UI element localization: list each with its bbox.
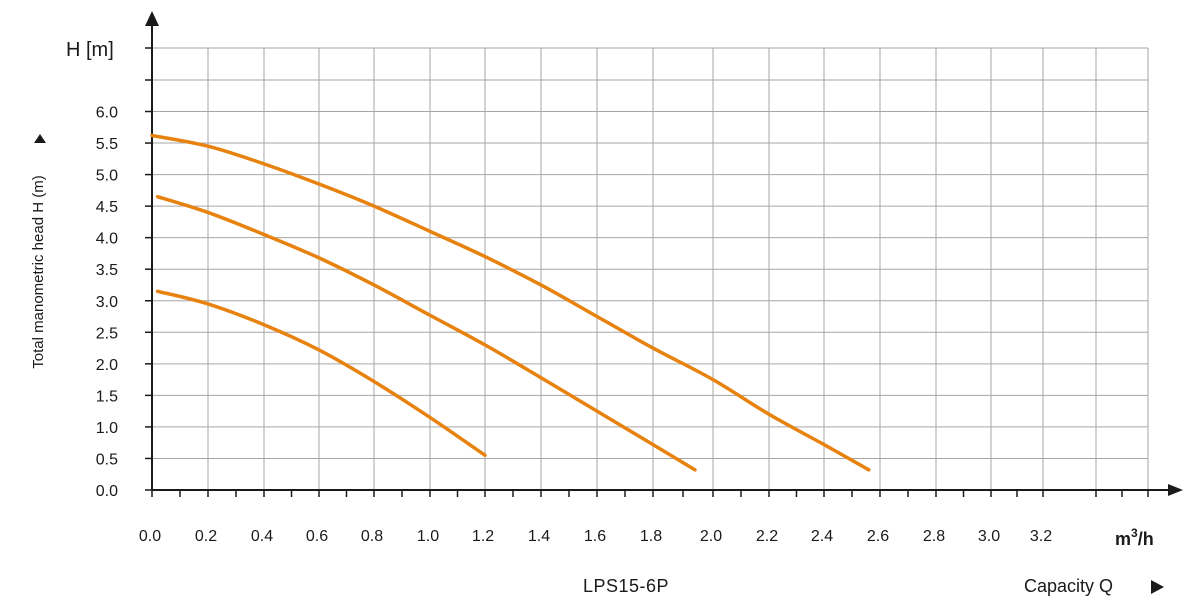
x-unit-base: m (1115, 529, 1131, 549)
axes (145, 11, 1183, 496)
x-tick-label-3: 0.6 (306, 528, 328, 545)
x-tick-label-8: 1.6 (584, 528, 606, 545)
x-tick-label-0: 0.0 (139, 528, 161, 545)
y-tick-label-10: 5.0 (96, 168, 118, 185)
x-unit-tail: /h (1138, 529, 1154, 549)
curve-1 (150, 133, 871, 472)
x-tick-label-7: 1.4 (528, 528, 550, 545)
y-ticks: 0.0 0.5 1.0 1.5 2.0 2.5 3.0 3.5 4.0 4.5 5.0 5.5 6.0 (96, 47, 152, 500)
curve-3 (155, 289, 487, 458)
x-tick-label-5: 1.0 (417, 528, 439, 545)
y-tick-label-2: 1.0 (96, 420, 118, 437)
capacity-label: Capacity Q (1024, 576, 1113, 596)
y-tick-label-1: 0.5 (96, 451, 118, 468)
x-unit-label: m3/h (1115, 526, 1154, 549)
x-unit-sup: 3 (1131, 526, 1138, 540)
y-tick-label-11: 5.5 (96, 136, 118, 153)
y-tick-label-8: 4.0 (96, 231, 118, 248)
model-label: LPS15-6P (583, 576, 669, 596)
y-tick-label-0: 0.0 (96, 483, 118, 500)
curves (150, 133, 871, 472)
x-axis-arrow-icon (1168, 484, 1183, 496)
y-tick-label-9: 4.5 (96, 199, 118, 216)
curve-2 (155, 194, 697, 472)
y-tick-label-7: 3.5 (96, 262, 118, 279)
y-axis-arrow-icon (145, 11, 159, 26)
x-tick-label-12: 2.4 (811, 528, 833, 545)
x-tick-label-6: 1.2 (472, 528, 494, 545)
x-tick-label-2: 0.4 (251, 528, 273, 545)
y-tick-label-3: 1.5 (96, 388, 118, 405)
y-tick-label-12: 6.0 (96, 105, 118, 122)
y-tick-label-6: 3.0 (96, 294, 118, 311)
y-axis-title: H [m] (66, 39, 114, 61)
x-tick-label-9: 1.8 (640, 528, 662, 545)
x-tick-label-16: 3.2 (1030, 528, 1052, 545)
x-tick-label-10: 2.0 (700, 528, 722, 545)
y-tick-label-5: 2.5 (96, 325, 118, 342)
x-tick-label-14: 2.8 (923, 528, 945, 545)
grid-lines (152, 47, 1149, 490)
x-tick-label-1: 0.2 (195, 528, 217, 545)
x-tick-label-4: 0.8 (361, 528, 383, 545)
y-axis-label-arrow-icon (34, 134, 46, 143)
capacity-arrow-icon (1151, 580, 1164, 594)
x-ticks: 0.0 0.2 0.4 0.6 0.8 1.0 1.2 1.4 1.6 1.8 2.0 2.2 2.4 2… (139, 490, 1149, 545)
y-axis-label: Total manometric head H (m) (30, 175, 47, 368)
y-tick-label-4: 2.0 (96, 357, 118, 374)
x-tick-label-11: 2.2 (756, 528, 778, 545)
x-tick-label-15: 3.0 (978, 528, 1000, 545)
x-tick-label-13: 2.6 (867, 528, 889, 545)
